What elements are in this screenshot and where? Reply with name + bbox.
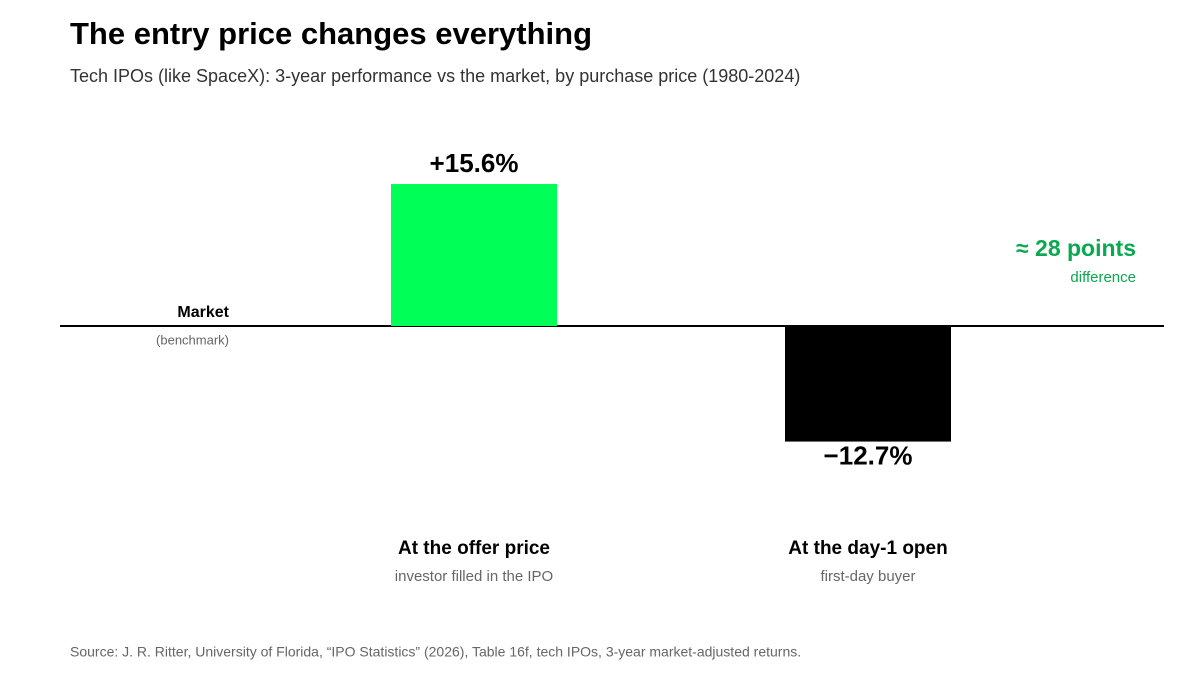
- category-label: At the offer price: [398, 538, 550, 559]
- baseline-label: Market: [177, 304, 229, 321]
- baseline-note: (benchmark): [156, 332, 229, 347]
- category-note: first-day buyer: [820, 568, 915, 585]
- category-label: At the day-1 open: [788, 538, 947, 559]
- chart-subtitle: Tech IPOs (like SpaceX): 3-year performa…: [70, 66, 800, 86]
- value-label: −12.7%: [824, 440, 913, 470]
- annotation: ≈ 28 points: [1016, 235, 1136, 261]
- value-label: +15.6%: [430, 148, 519, 178]
- category-note: investor filled in the IPO: [395, 568, 553, 585]
- bar: [785, 326, 951, 442]
- source: Source: J. R. Ritter, University of Flor…: [70, 644, 801, 660]
- bar: [391, 184, 557, 326]
- chart-title: The entry price changes everything: [70, 16, 592, 51]
- annotation-note: difference: [1070, 269, 1136, 286]
